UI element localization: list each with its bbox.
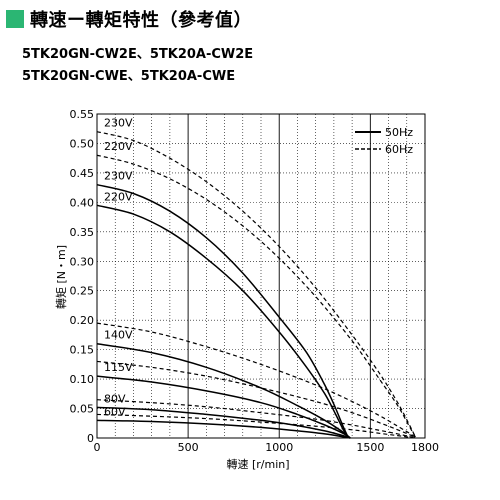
x-tick-label: 1500 [356, 441, 384, 454]
header: 轉速ー轉矩特性（參考值） [6, 6, 252, 32]
x-axis-label: 轉速 [r/min] [226, 458, 289, 471]
model-list: 5TK20GN-CW2E、5TK20A-CW2E 5TK20GN-CWE、5TK… [22, 44, 253, 88]
y-tick-label: 0.05 [70, 403, 95, 416]
series-line-80V-60Hz [96, 399, 417, 439]
series-line-115V-60Hz [96, 360, 417, 439]
ticks: 0 500 1000 1500 1800 0 0.05 0.10 0.15 0.20 0.25 0.3… [70, 108, 440, 454]
y-tick-label: 0.10 [70, 373, 95, 386]
series-line-80V-50Hz [96, 406, 351, 439]
legend-label: 50Hz [385, 126, 413, 139]
series-line-220V-60Hz [96, 154, 417, 439]
y-tick-label: 0.15 [70, 344, 95, 357]
voltage-label: 140V [104, 329, 133, 342]
model-line: 5TK20GN-CW2E、5TK20A-CW2E [22, 47, 254, 62]
legend-label: 60Hz [385, 143, 413, 156]
y-tick-label: 0.25 [70, 285, 95, 298]
x-tick-label: 1000 [265, 441, 293, 454]
series-line-220V-50Hz [96, 204, 350, 439]
voltage-label: 230V [104, 170, 133, 183]
voltage-label: 220V [104, 140, 133, 153]
legend: 50Hz 60Hz [355, 126, 413, 156]
series-line-115V-50Hz [96, 375, 351, 439]
y-tick-label: 0.50 [70, 137, 95, 150]
grid [96, 113, 426, 439]
voltage-label: 80V [104, 392, 126, 405]
y-axis-label: 轉矩 [N・m] [55, 245, 68, 309]
x-tick-label: 0 [94, 441, 101, 454]
title-marker [6, 10, 24, 28]
series-line-230V-60Hz [96, 131, 417, 439]
y-tick-label: 0.55 [70, 108, 95, 121]
y-tick-label: 0.20 [70, 314, 95, 327]
voltage-label: 60V [104, 405, 126, 418]
voltage-label: 230V [104, 117, 133, 130]
y-tick-label: 0.40 [70, 196, 95, 209]
x-tick-label: 1800 [411, 441, 439, 454]
y-tick-label: 0.45 [70, 167, 95, 180]
y-tick-label: 0.30 [70, 255, 95, 268]
series-line-60V-60Hz [96, 413, 416, 439]
series-group [96, 131, 417, 439]
y-tick-label: 0.35 [70, 226, 95, 239]
series-line-140V-50Hz [96, 343, 351, 439]
voltage-label: 115V [104, 361, 133, 374]
model-line: 5TK20GN-CWE、5TK20A-CWE [22, 69, 236, 84]
page-title: 轉速ー轉矩特性（參考值） [30, 10, 252, 31]
series-line-230V-50Hz [96, 183, 350, 439]
y-tick-label: 0 [87, 432, 94, 445]
x-tick-label: 500 [178, 441, 199, 454]
series-line-60V-50Hz [96, 419, 351, 439]
voltage-label: 220V [104, 190, 133, 203]
